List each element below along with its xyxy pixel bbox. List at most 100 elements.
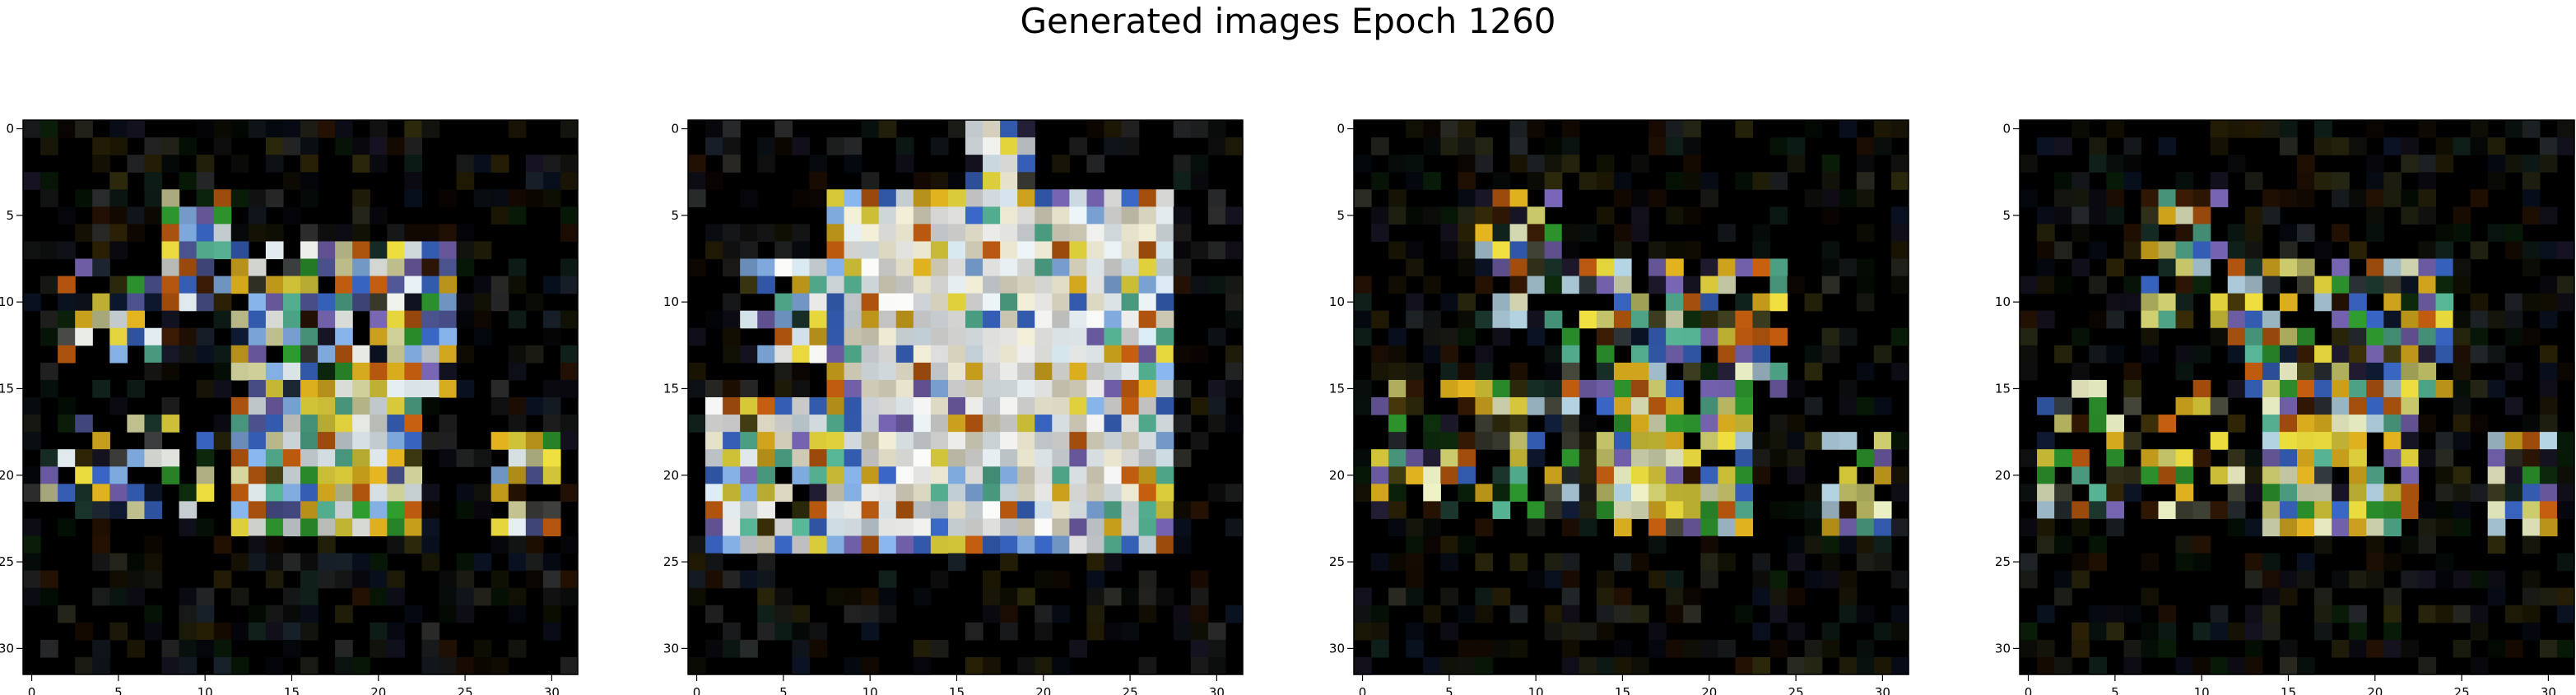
pixel-cell (1562, 241, 1580, 259)
pixel-cell (1156, 449, 1174, 467)
pixel-cell (2349, 466, 2367, 484)
pixel-cell (2523, 189, 2541, 207)
pixel-cell (2540, 241, 2558, 259)
pixel-cell (2071, 363, 2090, 381)
pixel-cell (914, 449, 932, 467)
pixel-cell (439, 432, 458, 450)
pixel-cell (1735, 432, 1753, 450)
pixel-cell (421, 294, 439, 312)
pixel-cell (757, 397, 775, 415)
pixel-cell (1874, 397, 1892, 415)
pixel-cell (2401, 328, 2419, 346)
pixel-cell (914, 588, 932, 606)
pixel-cell (2262, 588, 2281, 606)
pixel-cell (283, 466, 301, 484)
pixel-cell (2228, 380, 2246, 398)
pixel-cell (2123, 172, 2141, 190)
pixel-cell (2383, 380, 2402, 398)
pixel-cell (1174, 501, 1192, 519)
pixel-cell (352, 224, 370, 242)
pixel-cell (1440, 363, 1458, 381)
pixel-cell (23, 536, 41, 554)
pixel-cell (1000, 380, 1018, 398)
pixel-cell (1614, 311, 1632, 329)
pixel-cell (40, 380, 58, 398)
pixel-cell (404, 241, 422, 259)
pixel-cell (560, 363, 579, 381)
pixel-cell (283, 554, 301, 572)
pixel-cell (1052, 363, 1070, 381)
pixel-cell (1822, 345, 1840, 364)
pixel-cell (127, 554, 145, 572)
pixel-cell (404, 501, 422, 519)
pixel-cell (1017, 588, 1035, 606)
pixel-cell (1156, 518, 1174, 536)
pixel-cell (75, 466, 93, 484)
pixel-cell (300, 518, 319, 536)
pixel-cell (1735, 311, 1753, 329)
pixel-cell (1648, 501, 1667, 519)
pixel-cell (862, 206, 880, 225)
pixel-cell (1683, 640, 1701, 658)
pixel-cell (1493, 380, 1511, 398)
pixel-cell (1718, 554, 1736, 572)
pixel-cell (1874, 623, 1892, 641)
pixel-cell (1104, 554, 1123, 572)
pixel-cell (1208, 276, 1226, 294)
pixel-cell (1614, 241, 1632, 259)
pixel-cell (2193, 189, 2211, 207)
pixel-cell (335, 259, 353, 277)
pixel-cell (1052, 518, 1070, 536)
pixel-cell (1839, 380, 1858, 398)
pixel-cell (1631, 397, 1649, 415)
pixel-cell (439, 311, 458, 329)
x-tick-label: 5 (114, 685, 123, 695)
pixel-cell (1857, 276, 1875, 294)
pixel-cell (879, 518, 897, 536)
pixel-cell (283, 449, 301, 467)
pixel-cell (1440, 466, 1458, 484)
pixel-cell (2245, 259, 2263, 277)
pixel-cell (827, 466, 845, 484)
pixel-cell (2383, 501, 2402, 519)
pixel-cell (774, 415, 793, 433)
pixel-cell (705, 380, 723, 398)
pixel-cell (1069, 449, 1087, 467)
pixel-cell (2505, 466, 2523, 484)
pixel-cell (2418, 189, 2436, 207)
pixel-cell (1174, 536, 1192, 554)
pixel-cell (1191, 623, 1209, 641)
pixel-cell (526, 397, 544, 415)
pixel-cell (1000, 345, 1018, 364)
pixel-cell (283, 397, 301, 415)
pixel-cell (352, 415, 370, 433)
pixel-cell (2106, 432, 2124, 450)
pixel-cell (509, 605, 527, 623)
pixel-cell (2349, 294, 2367, 312)
pixel-cell (809, 623, 827, 641)
pixel-cell (1718, 328, 1736, 346)
pixel-cell (249, 363, 267, 381)
pixel-cell (2089, 397, 2107, 415)
pixel-cell (2453, 380, 2471, 398)
pixel-cell (1354, 189, 1372, 207)
pixel-cell (1104, 241, 1123, 259)
pixel-cell (1752, 623, 1770, 641)
pixel-cell (144, 605, 162, 623)
pixel-cell (879, 397, 897, 415)
pixel-cell (896, 206, 914, 225)
pixel-cell (2106, 155, 2124, 173)
pixel-cell (2193, 623, 2211, 641)
pixel-cell (879, 605, 897, 623)
pixel-cell (2505, 605, 2523, 623)
pixel-cell (792, 363, 810, 381)
pixel-cell (2262, 276, 2281, 294)
pixel-cell (1035, 623, 1053, 641)
pixel-cell (2436, 554, 2454, 572)
pixel-cell (2471, 380, 2489, 398)
pixel-cell (1770, 380, 1788, 398)
pixel-cell (75, 623, 93, 641)
pixel-cell (792, 415, 810, 433)
pixel-cell (2436, 605, 2454, 623)
pixel-cell (2297, 518, 2315, 536)
